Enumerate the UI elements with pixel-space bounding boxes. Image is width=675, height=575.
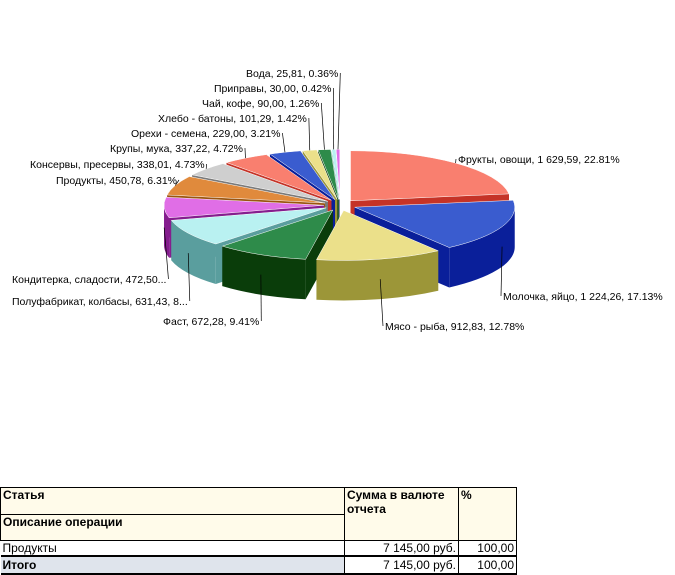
label-leader-line: [321, 103, 324, 150]
header-description: Описание операции: [1, 514, 345, 541]
pie-slice-label: Орехи - семена, 229,00, 3.21%: [131, 128, 280, 140]
report-table: Статья Сумма в валюте отчета % Описание …: [0, 487, 528, 575]
row-name: Продукты: [1, 541, 345, 557]
pie-chart: Фрукты, овощи, 1 629,59, 22.81% Молочка, …: [0, 0, 675, 480]
pie-slice-label: Хлебо - батоны, 101,29, 1.42%: [158, 113, 307, 125]
pie-slice-label: Фаст, 672,28, 9.41%: [163, 316, 259, 328]
header-sum: Сумма в валюте отчета: [345, 488, 459, 541]
pie-slice-label: Молочка, яйцо, 1 224,26, 17.13%: [503, 291, 663, 303]
label-leader-line: [245, 148, 246, 158]
total-label: Итого: [1, 556, 345, 574]
pie-slice-label: Консервы, пресервы, 338,01, 4.73%: [30, 159, 205, 171]
row-sum: 7 145,00 руб.: [345, 541, 459, 557]
pie-slice-label: Кондитерка, сладости, 472,50...: [12, 274, 166, 286]
total-sum: 7 145,00 руб.: [345, 556, 459, 574]
pie-slice-label: Приправы, 30,00, 0.42%: [214, 83, 331, 95]
pie-slice-label: Мясо - рыба, 912,83, 12.78%: [385, 321, 524, 333]
header-percent: %: [459, 488, 517, 541]
pie-slice-label: Крупы, мука, 337,22, 4.72%: [110, 143, 243, 155]
pie-slice-label: Полуфабрикат, колбасы, 631,43, 8...: [12, 296, 188, 308]
pie-slice-label: Чай, кофе, 90,00, 1.26%: [202, 98, 319, 110]
total-percent: 100,00: [459, 556, 517, 574]
pie-slice-label: Вода, 25,81, 0.36%: [246, 68, 338, 80]
pie-slice-label: Фрукты, овощи, 1 629,59, 22.81%: [458, 154, 620, 166]
header-article: Статья: [1, 488, 345, 515]
label-leader-line: [309, 118, 310, 150]
label-leader-line: [282, 133, 285, 152]
pie-slice-label: Продукты, 450,78, 6.31%: [56, 175, 177, 187]
table-header-row: Статья Сумма в валюте отчета %: [1, 488, 528, 515]
table-row: Продукты 7 145,00 руб. 100,00: [1, 541, 528, 557]
label-leader-line: [338, 73, 340, 149]
row-percent: 100,00: [459, 541, 517, 557]
table-total-row: Итого 7 145,00 руб. 100,00: [1, 556, 528, 574]
